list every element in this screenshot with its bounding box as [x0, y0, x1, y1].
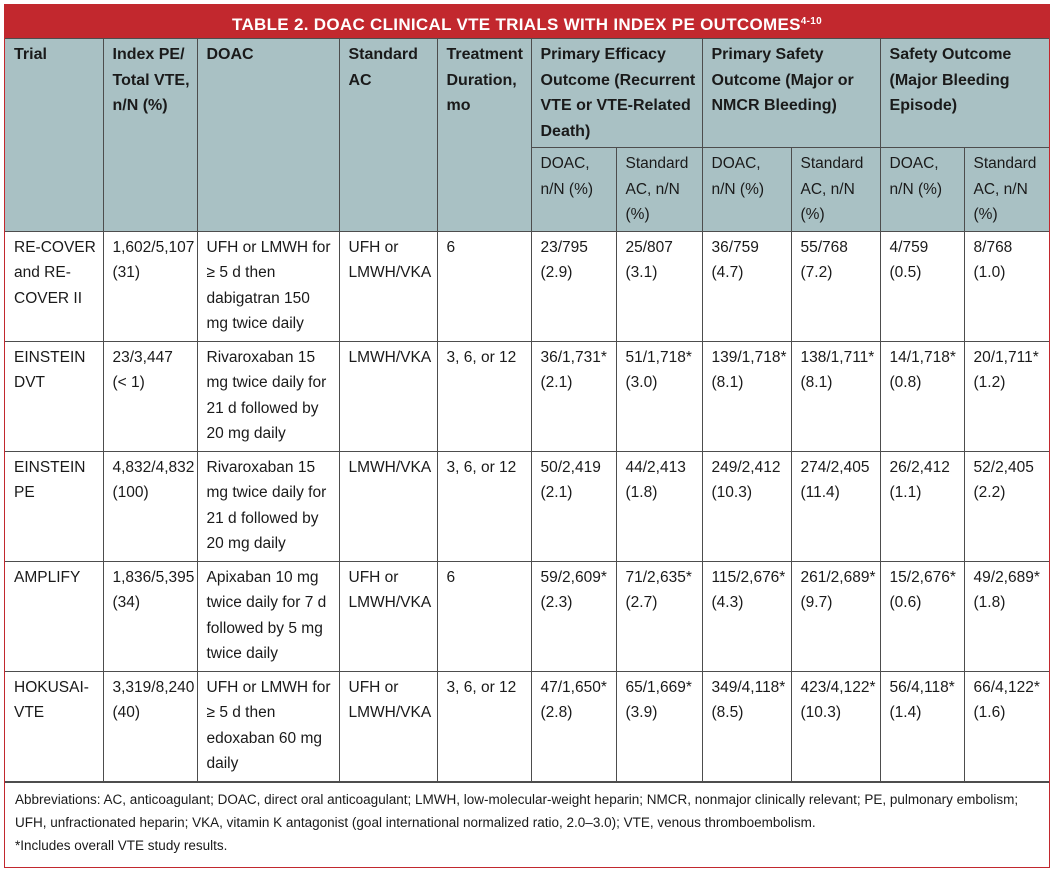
header-treatment-duration: Treatment Duration, mo — [436, 38, 532, 232]
table-title: TABLE 2. DOAC CLINICAL VTE TRIALS WITH I… — [5, 5, 1049, 38]
table-cell: EINSTEIN PE — [5, 450, 104, 562]
table-row: HOKUSAI-VTE 3,319/8,240 (40) UFH or LMWH f… — [5, 670, 1049, 782]
table-cell: 36/759 (4.7) — [701, 230, 792, 342]
table-cell: 23/795 (2.9) — [530, 230, 617, 342]
table-cell: 36/1,731* (2.1) — [530, 340, 617, 452]
subheader-safety-doac: DOAC, n/N (%) — [701, 147, 792, 232]
table-cell: LMWH/VKA — [338, 340, 438, 452]
header-standard-ac: Standard AC — [338, 38, 438, 232]
footnote-abbreviations: Abbreviations: AC, anticoagulant; DOAC, … — [15, 791, 1019, 830]
table-cell: 8/768 (1.0) — [963, 230, 1049, 342]
table-title-text: TABLE 2. DOAC CLINICAL VTE TRIALS WITH I… — [232, 15, 801, 34]
table-row: EINSTEIN DVT 23/3,447 (< 1) Rivaroxaban 15… — [5, 340, 1049, 452]
footnote-asterisk: *Includes overall VTE study results. — [15, 837, 228, 853]
header-safety-outcome: Safety Outcome (Major Bleeding Episode) — [879, 38, 1049, 148]
table-cell: 274/2,405 (11.4) — [790, 450, 881, 562]
subheader-efficacy-standard-ac: Standard AC, n/N (%) — [615, 147, 703, 232]
table-cell: 6 — [436, 230, 532, 342]
table-cell: 65/1,669* (3.9) — [615, 670, 703, 782]
table-cell: 50/2,419 (2.1) — [530, 450, 617, 562]
table-cell: 56/4,118* (1.4) — [879, 670, 965, 782]
table-cell: UFH or LMWH/VKA — [338, 230, 438, 342]
table-cell: 49/2,689* (1.8) — [963, 560, 1049, 672]
table-row: AMPLIFY 1,836/5,395 (34) Apixaban 10 mg tw… — [5, 560, 1049, 672]
header-index-pe: Index PE/ Total VTE, n/N (%) — [102, 38, 198, 232]
table-cell: LMWH/VKA — [338, 450, 438, 562]
table-cell: 14/1,718* (0.8) — [879, 340, 965, 452]
table-cell: 3, 6, or 12 — [436, 450, 532, 562]
table-cell: 71/2,635* (2.7) — [615, 560, 703, 672]
subheader-efficacy-doac: DOAC, n/N (%) — [530, 147, 617, 232]
table-footnotes: Abbreviations: AC, anticoagulant; DOAC, … — [5, 781, 1049, 857]
table-cell: 138/1,711* (8.1) — [790, 340, 881, 452]
trials-table: Trial Index PE/ Total VTE, n/N (%) DOAC … — [5, 38, 1049, 782]
header-doac: DOAC — [196, 38, 340, 232]
table-cell: 52/2,405 (2.2) — [963, 450, 1049, 562]
table-cell: AMPLIFY — [5, 560, 104, 672]
header-primary-efficacy: Primary Efficacy Outcome (Recurrent VTE … — [530, 38, 703, 148]
table-row: EINSTEIN PE 4,832/4,832 (100) Rivaroxaban … — [5, 450, 1049, 562]
table-cell: 4/759 (0.5) — [879, 230, 965, 342]
table-cell: Rivaroxaban 15 mg twice daily for 21 d f… — [196, 450, 340, 562]
table-cell: HOKUSAI-VTE — [5, 670, 104, 782]
table-cell: 23/3,447 (< 1) — [102, 340, 198, 452]
table-cell: 249/2,412 (10.3) — [701, 450, 792, 562]
table-cell: 66/4,122* (1.6) — [963, 670, 1049, 782]
table-row: RE-COVER and RE-COVER II 1,602/5,107 (31)… — [5, 230, 1049, 342]
table-container: TABLE 2. DOAC CLINICAL VTE TRIALS WITH I… — [4, 4, 1050, 868]
subheader-bleeding-standard-ac: Standard AC, n/N (%) — [963, 147, 1049, 232]
table-cell: 423/4,122* (10.3) — [790, 670, 881, 782]
table-cell: 15/2,676* (0.6) — [879, 560, 965, 672]
table-cell: 20/1,711* (1.2) — [963, 340, 1049, 452]
table-cell: 3,319/8,240 (40) — [102, 670, 198, 782]
table-cell: Apixaban 10 mg twice daily for 7 d follo… — [196, 560, 340, 672]
table-cell: UFH or LMWH for ≥ 5 d then dabigatran 15… — [196, 230, 340, 342]
table-cell: RE-COVER and RE-COVER II — [5, 230, 104, 342]
table-cell: UFH or LMWH/VKA — [338, 560, 438, 672]
table-cell: 59/2,609* (2.3) — [530, 560, 617, 672]
table-cell: UFH or LMWH for ≥ 5 d then edoxaban 60 m… — [196, 670, 340, 782]
table-cell: 3, 6, or 12 — [436, 670, 532, 782]
table-cell: 55/768 (7.2) — [790, 230, 881, 342]
table-cell: Rivaroxaban 15 mg twice daily for 21 d f… — [196, 340, 340, 452]
table-cell: 6 — [436, 560, 532, 672]
table-cell: 115/2,676* (4.3) — [701, 560, 792, 672]
table-cell: EINSTEIN DVT — [5, 340, 104, 452]
table-cell: 1,602/5,107 (31) — [102, 230, 198, 342]
table-title-superscript: 4-10 — [800, 16, 822, 27]
table-cell: 4,832/4,832 (100) — [102, 450, 198, 562]
table-cell: 261/2,689* (9.7) — [790, 560, 881, 672]
header-primary-safety: Primary Safety Outcome (Major or NMCR Bl… — [701, 38, 881, 148]
table-cell: 47/1,650* (2.8) — [530, 670, 617, 782]
table-cell: 3, 6, or 12 — [436, 340, 532, 452]
subheader-safety-standard-ac: Standard AC, n/N (%) — [790, 147, 881, 232]
table-cell: 349/4,118* (8.5) — [701, 670, 792, 782]
subheader-bleeding-doac: DOAC, n/N (%) — [879, 147, 965, 232]
table-body: RE-COVER and RE-COVER II 1,602/5,107 (31)… — [5, 230, 1049, 782]
table-cell: 25/807 (3.1) — [615, 230, 703, 342]
table-cell: 1,836/5,395 (34) — [102, 560, 198, 672]
table-cell: 26/2,412 (1.1) — [879, 450, 965, 562]
table-cell: 51/1,718* (3.0) — [615, 340, 703, 452]
table-cell: 44/2,413 (1.8) — [615, 450, 703, 562]
table-cell: UFH or LMWH/VKA — [338, 670, 438, 782]
table-cell: 139/1,718* (8.1) — [701, 340, 792, 452]
header-trial: Trial — [5, 38, 104, 232]
